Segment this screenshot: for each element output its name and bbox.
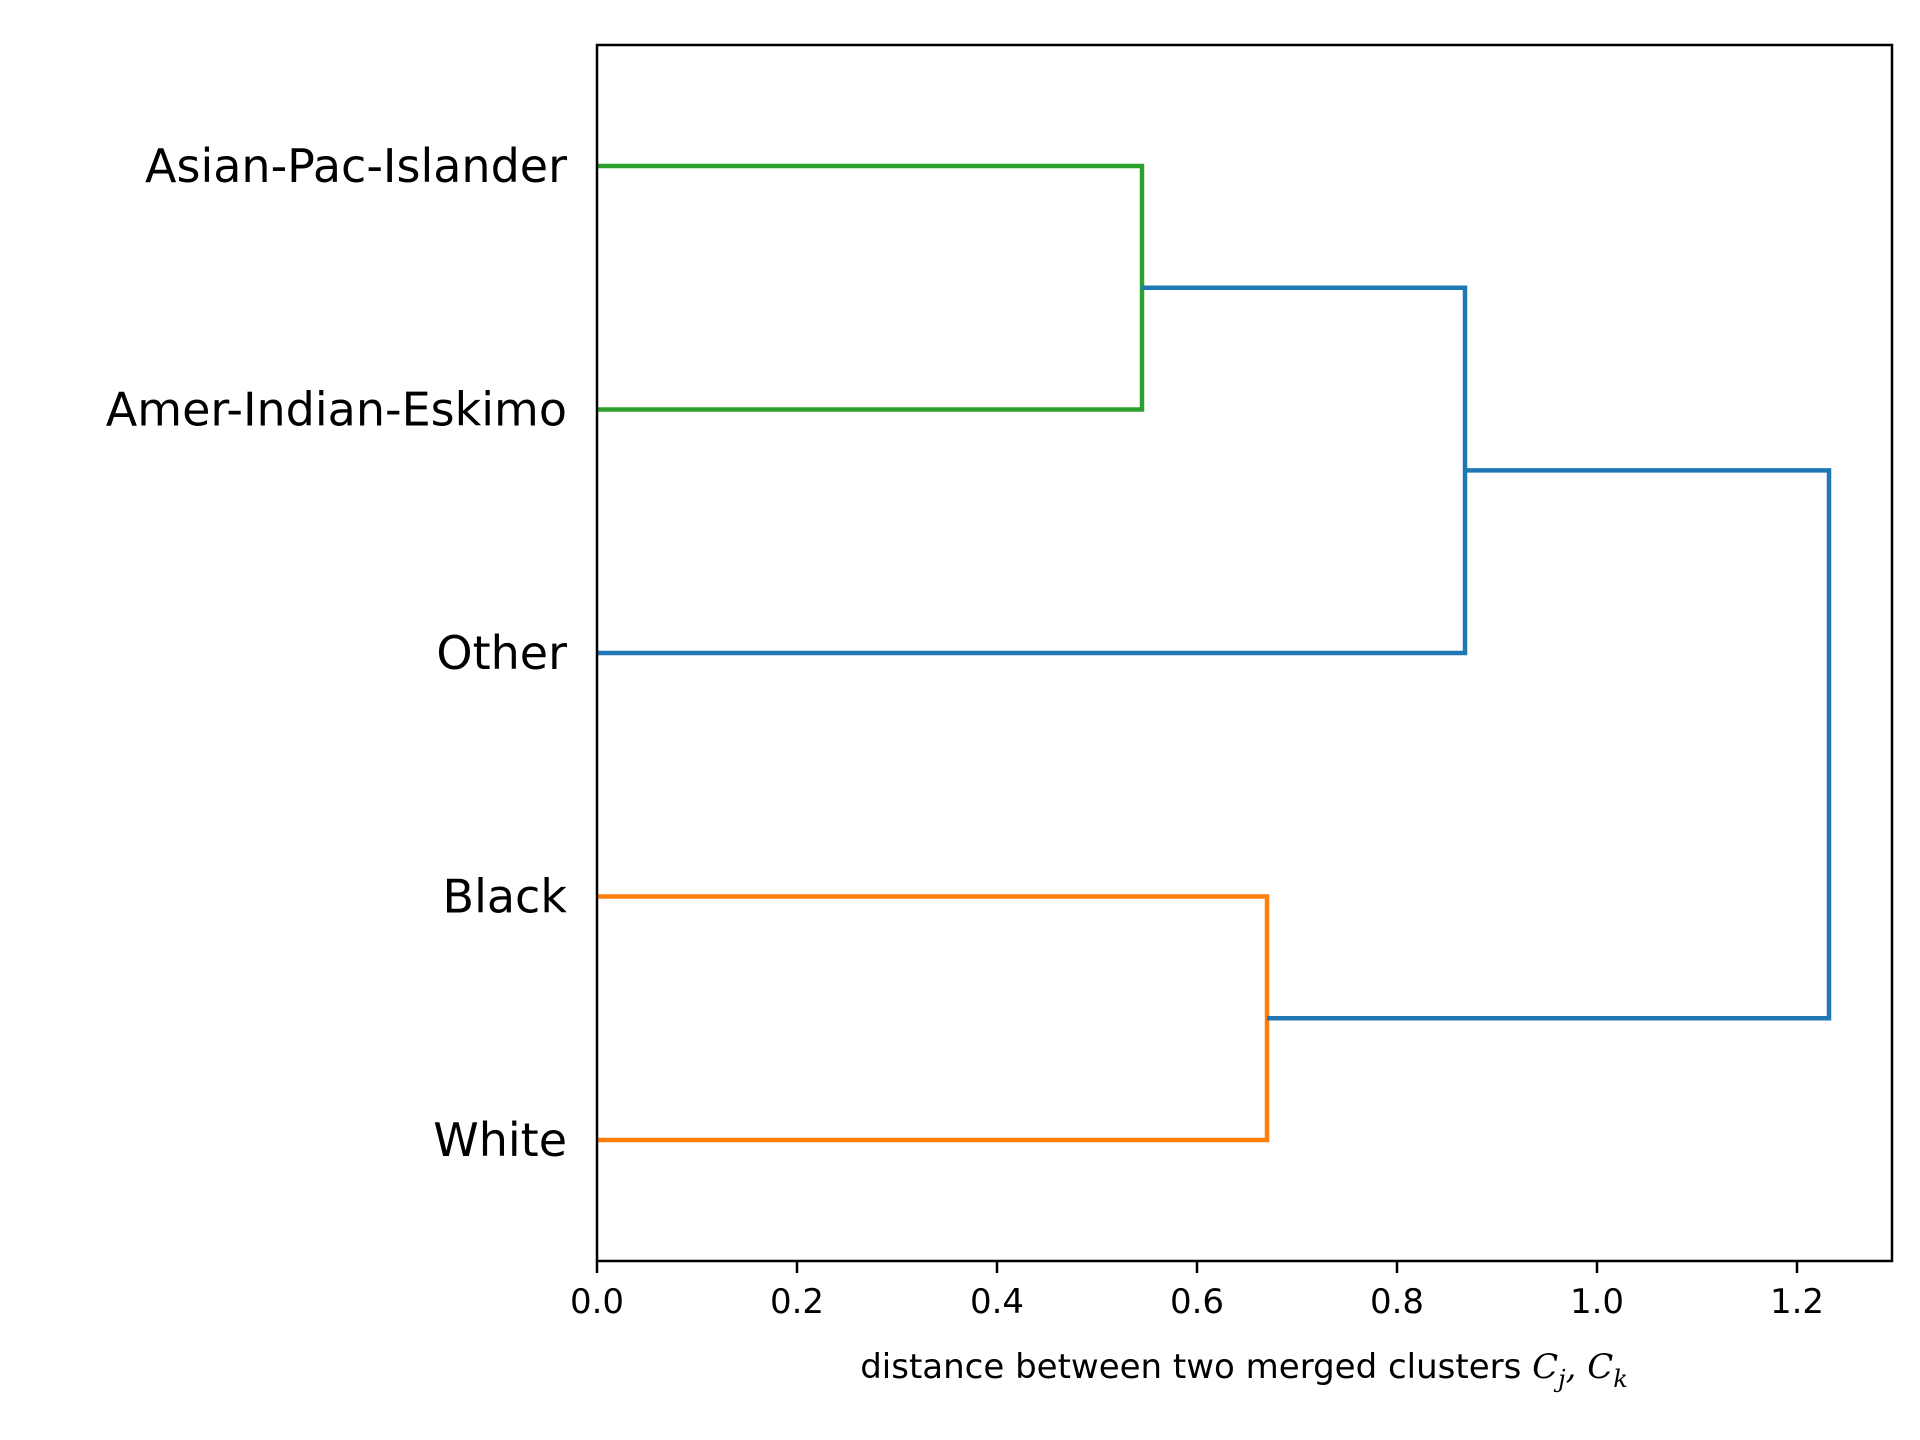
x-tick-label: 1.2 <box>1770 1282 1824 1322</box>
plot-frame <box>595 43 1894 1263</box>
x-tick-label: 0.6 <box>1170 1282 1224 1322</box>
dendrogram-link-2 <box>597 894 1270 1143</box>
x-tick-label: 1.0 <box>1570 1282 1624 1322</box>
x-tick-label: 0.8 <box>1370 1282 1424 1322</box>
leaf-label: Amer-Indian-Eskimo <box>106 383 567 437</box>
dendrogram-link-3 <box>597 285 1468 656</box>
dendrogram-link-4 <box>1267 468 1832 1021</box>
leaf-label: Black <box>443 870 568 924</box>
leaf-label: White <box>433 1113 567 1167</box>
dendrogram-link-1 <box>597 163 1145 412</box>
leaf-labels: Asian-Pac-Islander Amer-Indian-Eskimo Othe… <box>106 139 568 1167</box>
leaf-label: Other <box>436 626 567 680</box>
x-tick-label: 0.0 <box>570 1282 624 1322</box>
x-tick-label: 0.2 <box>770 1282 824 1322</box>
x-axis-label: distance between two merged clusters Cj​… <box>860 1347 1628 1393</box>
x-axis-label-text: distance between two merged clusters <box>860 1347 1532 1387</box>
dendrogram-links <box>597 163 1832 1143</box>
x-tick-label: 0.4 <box>970 1282 1024 1322</box>
x-axis-ticks: 0.0 0.2 0.4 0.6 0.8 1.0 1.2 <box>570 1261 1824 1322</box>
leaf-label: Asian-Pac-Islander <box>145 139 567 193</box>
